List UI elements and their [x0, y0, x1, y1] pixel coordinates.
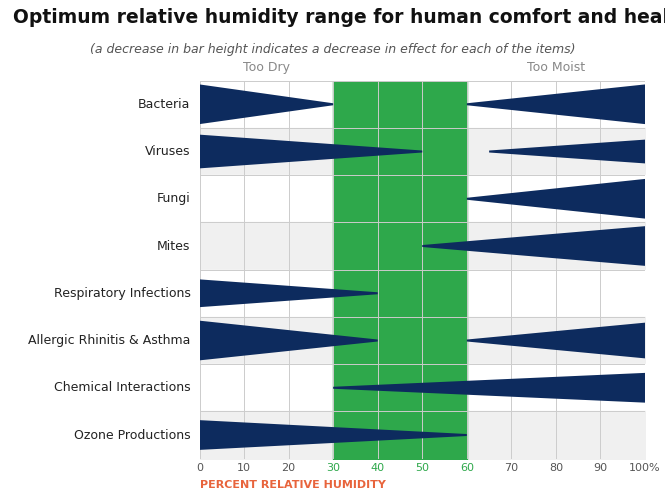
Text: Allergic Rhinitis & Asthma: Allergic Rhinitis & Asthma — [28, 334, 191, 347]
Text: Fungi: Fungi — [157, 192, 191, 205]
Text: Ozone Productions: Ozone Productions — [74, 428, 191, 442]
Text: (a decrease in bar height indicates a decrease in effect for each of the items): (a decrease in bar height indicates a de… — [90, 43, 575, 56]
Polygon shape — [200, 420, 467, 450]
X-axis label: PERCENT RELATIVE HUMIDITY: PERCENT RELATIVE HUMIDITY — [200, 480, 386, 490]
Text: HEALTHY ZONE: HEALTHY ZONE — [344, 60, 456, 74]
Polygon shape — [422, 226, 645, 266]
Polygon shape — [200, 135, 422, 168]
Text: Optimum relative humidity range for human comfort and health: Optimum relative humidity range for huma… — [13, 8, 665, 27]
Polygon shape — [467, 323, 645, 358]
Polygon shape — [200, 279, 378, 307]
Polygon shape — [200, 85, 333, 124]
Polygon shape — [333, 373, 645, 403]
Polygon shape — [489, 140, 645, 163]
Polygon shape — [200, 321, 378, 360]
Text: Too Moist: Too Moist — [527, 60, 585, 74]
Polygon shape — [467, 85, 645, 124]
Text: Mites: Mites — [157, 239, 191, 253]
Text: Bacteria: Bacteria — [138, 98, 191, 111]
Polygon shape — [467, 179, 645, 219]
Text: Chemical Interactions: Chemical Interactions — [54, 381, 191, 394]
Text: Viruses: Viruses — [145, 145, 191, 158]
Text: Too Dry: Too Dry — [243, 60, 290, 74]
Text: Respiratory Infections: Respiratory Infections — [54, 287, 191, 300]
